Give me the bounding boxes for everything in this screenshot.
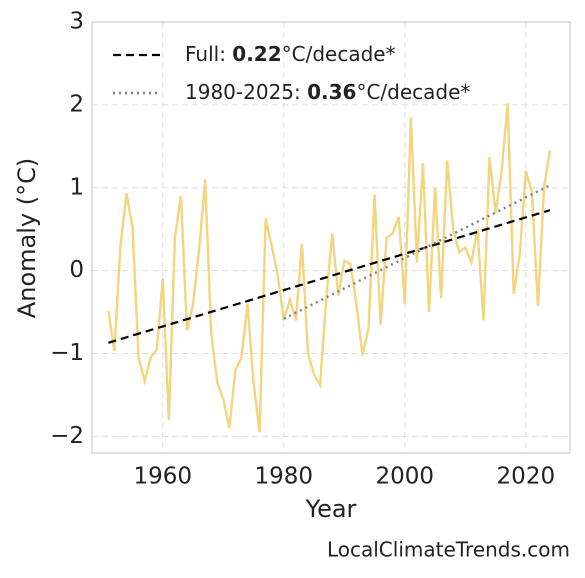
y-tick-label: −2 <box>50 423 84 449</box>
legend-label-part: 1980-2025: <box>185 80 307 104</box>
footer: LocalClimateTrends.com <box>327 538 570 562</box>
series-line <box>108 209 551 344</box>
legend-label-part: °C/decade* <box>356 80 470 104</box>
y-tick-label: 3 <box>69 9 84 35</box>
series-line <box>107 103 552 433</box>
legend-label-part: Full: <box>185 42 232 66</box>
series-line <box>283 184 551 320</box>
y-tick-label: 1 <box>69 174 84 200</box>
legend-label-part: °C/decade* <box>282 42 396 66</box>
x-tick-label: 2020 <box>497 464 556 490</box>
plot-frame <box>91 21 571 454</box>
y-tick-label: 2 <box>69 91 84 117</box>
x-tick-label: 1960 <box>134 464 193 490</box>
legend-label-part: 0.22 <box>232 42 281 66</box>
y-tick-label: −1 <box>50 340 84 366</box>
x-tick-label: 2000 <box>376 464 435 490</box>
x-axis-label: Year <box>305 495 357 523</box>
legend-label: Full: 0.22°C/decade* <box>185 42 396 66</box>
x-tick-label: 1980 <box>255 464 314 490</box>
y-axis-label: Anomaly (°C) <box>13 158 41 318</box>
legend-label: 1980-2025: 0.36°C/decade* <box>185 80 470 104</box>
legend-label-part: 0.36 <box>307 80 356 104</box>
y-tick-label: 0 <box>69 257 84 283</box>
